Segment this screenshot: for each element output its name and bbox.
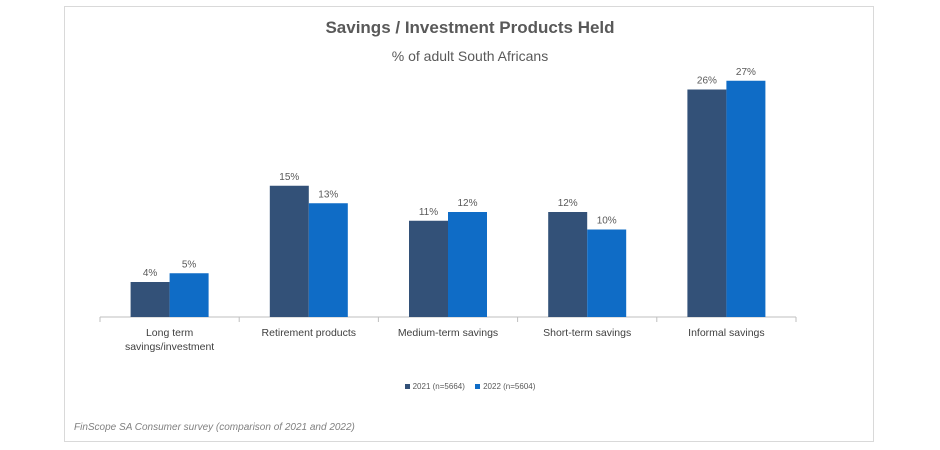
data-label: 12% [457,198,477,209]
data-label: 27% [736,67,756,78]
category-label: Long term savings/investment [125,327,214,353]
legend: 2021 (n=5664) 2022 (n=5604) [0,382,940,391]
legend-item-2021: 2021 (n=5664) [404,382,465,391]
data-label: 26% [697,76,717,87]
data-label: 12% [558,198,578,209]
source-note: FinScope SA Consumer survey (comparison … [74,422,355,433]
category-label: Retirement products [262,327,357,339]
category-label: Medium-term savings [398,327,498,339]
bar-2022 [448,212,487,317]
bar-2021 [409,220,448,317]
bar-2021 [687,89,727,317]
category-label-line: Short-term savings [543,327,631,339]
bar-2022 [726,80,766,317]
legend-label-2022: 2022 (n=5604) [483,382,536,391]
category-label: Informal savings [688,327,764,339]
chart-title: Savings / Investment Products Held [325,18,615,37]
legend-label-2021: 2021 (n=5664) [412,382,465,391]
data-label: 11% [419,207,438,218]
category-label-line: savings/investment [125,341,214,353]
bar-2022 [587,229,627,317]
category-label-line: Medium-term savings [398,327,498,339]
data-label: 5% [182,259,197,270]
category-label-line: Informal savings [688,327,764,339]
legend-item-2022: 2022 (n=5604) [475,382,535,391]
data-label: 10% [597,216,617,227]
chart-subtitle: % of adult South Africans [391,48,549,64]
bar-2022 [308,203,348,317]
category-label-line: Retirement products [262,327,357,339]
legend-swatch-2022 [475,384,481,390]
bar-2021 [130,282,170,317]
legend-swatch-2021 [404,384,410,390]
bar-2022 [169,273,209,317]
category-label: Short-term savings [543,327,631,339]
data-label: 4% [143,268,158,279]
data-label: 15% [279,172,299,183]
data-label: 13% [318,189,338,200]
bar-2021 [548,212,588,317]
category-label-line: Long term [146,327,194,339]
bar-2021 [269,185,309,317]
